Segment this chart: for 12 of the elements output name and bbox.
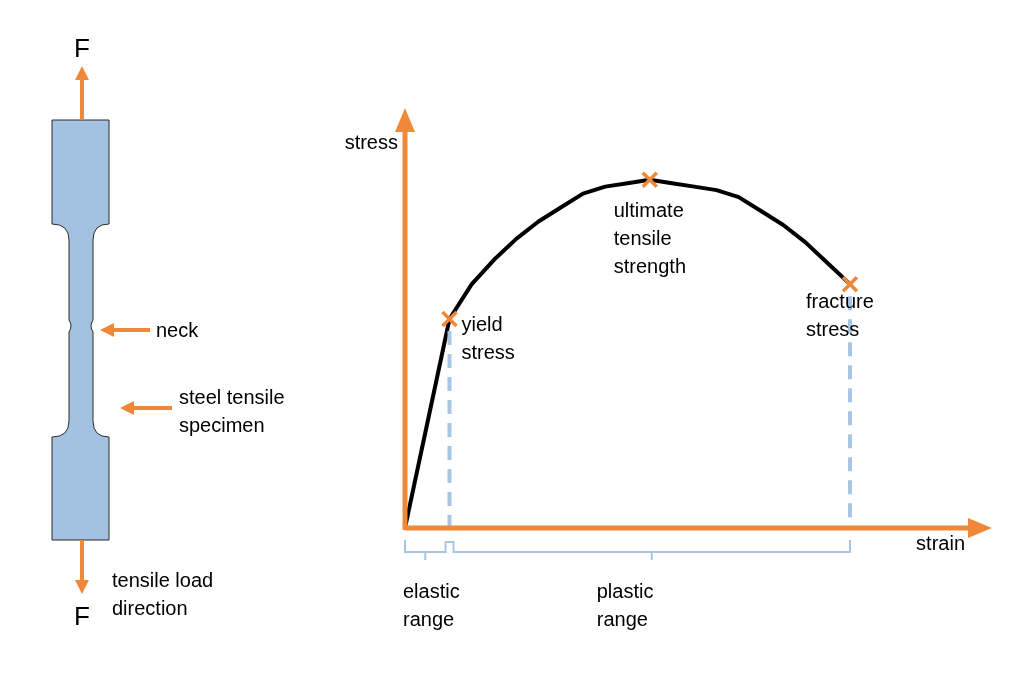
text: elastic range (403, 579, 460, 630)
text: neck (156, 318, 199, 343)
y-axis-title: stress (344, 130, 398, 153)
text: F (74, 601, 90, 631)
x-axis-title: strain (916, 531, 965, 554)
annotation: fracture stress (806, 289, 874, 340)
text: F (74, 33, 90, 63)
text: tensile load direction (112, 568, 215, 621)
text: steel tensile specimen (179, 385, 286, 438)
annotation: yield stress (461, 312, 515, 363)
annotation: ultimate tensile strength (613, 199, 687, 278)
text: plastic range (596, 579, 654, 630)
